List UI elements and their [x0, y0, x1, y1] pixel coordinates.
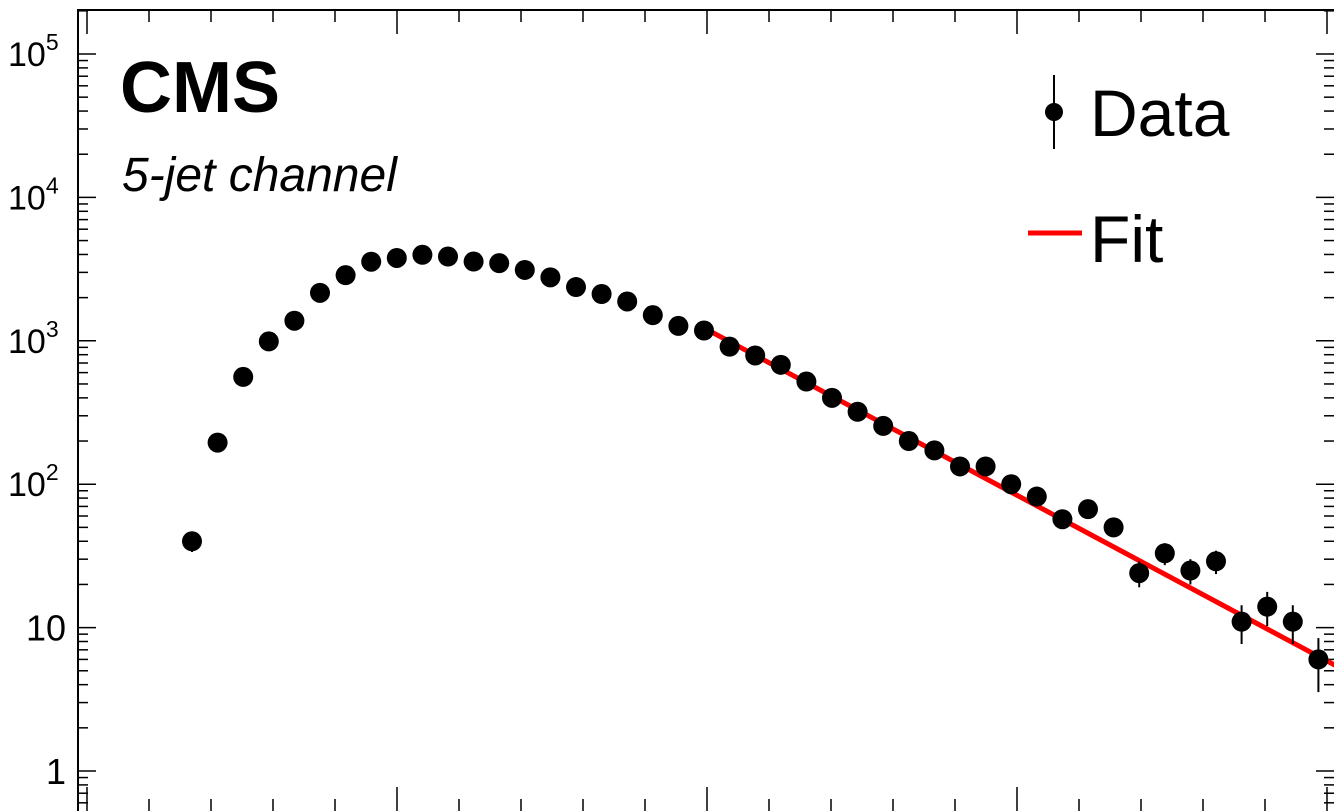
data-point: [898, 431, 919, 452]
data-point: [1282, 611, 1303, 632]
data-point: [591, 284, 612, 305]
fit-line: [702, 325, 1334, 668]
data-point: [642, 305, 663, 326]
data-point: [1001, 474, 1022, 495]
data-point: [1308, 649, 1329, 670]
data-point: [489, 253, 510, 274]
data-point: [386, 247, 407, 268]
y-tick-label: 10: [26, 608, 66, 649]
data-point: [284, 310, 305, 331]
data-point: [1180, 560, 1201, 581]
data-point: [258, 331, 279, 352]
data-point: [412, 244, 433, 265]
data-points: [182, 244, 1329, 693]
data-point: [182, 531, 202, 552]
cms-label: CMS: [120, 48, 280, 128]
data-point: [361, 251, 382, 272]
y-tick-label: 103: [8, 316, 59, 361]
data-point: [233, 366, 254, 387]
data-point: [1078, 499, 1098, 520]
data-point: [1129, 563, 1150, 584]
data-point: [463, 251, 484, 272]
data-point: [668, 315, 689, 336]
data-point: [975, 456, 996, 477]
data-series: [182, 244, 1329, 693]
channel-label: 5-jet channel: [122, 149, 398, 202]
data-point: [1257, 596, 1278, 617]
data-point: [796, 371, 817, 392]
y-tick-labels: 1 10 102 103 104 105: [8, 29, 66, 792]
chart-axes: [77, 9, 1334, 811]
fit-series: [702, 325, 1334, 668]
data-point: [822, 387, 842, 408]
data-point: [514, 259, 535, 280]
data-point: [1154, 543, 1175, 564]
data-point: [950, 456, 970, 477]
y-tick-label: 105: [8, 29, 59, 74]
data-point: [694, 320, 714, 341]
data-point: [1026, 486, 1047, 507]
data-point: [1206, 551, 1226, 572]
y-tick-label: 1: [46, 751, 66, 792]
legend-data-label: Data: [1090, 76, 1230, 150]
data-point: [745, 345, 766, 366]
data-point: [770, 354, 791, 375]
data-point: [1231, 611, 1252, 632]
data-point: [847, 401, 868, 422]
data-point: [617, 291, 638, 312]
legend: Data Fit: [1028, 75, 1230, 276]
legend-fit-label: Fit: [1090, 202, 1163, 276]
y-tick-label: 104: [8, 172, 59, 217]
data-point: [719, 336, 740, 357]
data-point: [207, 432, 228, 453]
y-tick-label: 102: [8, 459, 59, 504]
data-point: [566, 277, 586, 298]
data-point: [1052, 509, 1073, 530]
data-point: [335, 265, 356, 286]
data-point: [310, 282, 330, 303]
data-point: [540, 267, 561, 288]
data-point: [924, 440, 945, 461]
legend-data-marker: [1045, 75, 1063, 149]
data-point: [873, 415, 894, 436]
data-point: [1103, 517, 1124, 538]
data-point: [438, 246, 458, 267]
